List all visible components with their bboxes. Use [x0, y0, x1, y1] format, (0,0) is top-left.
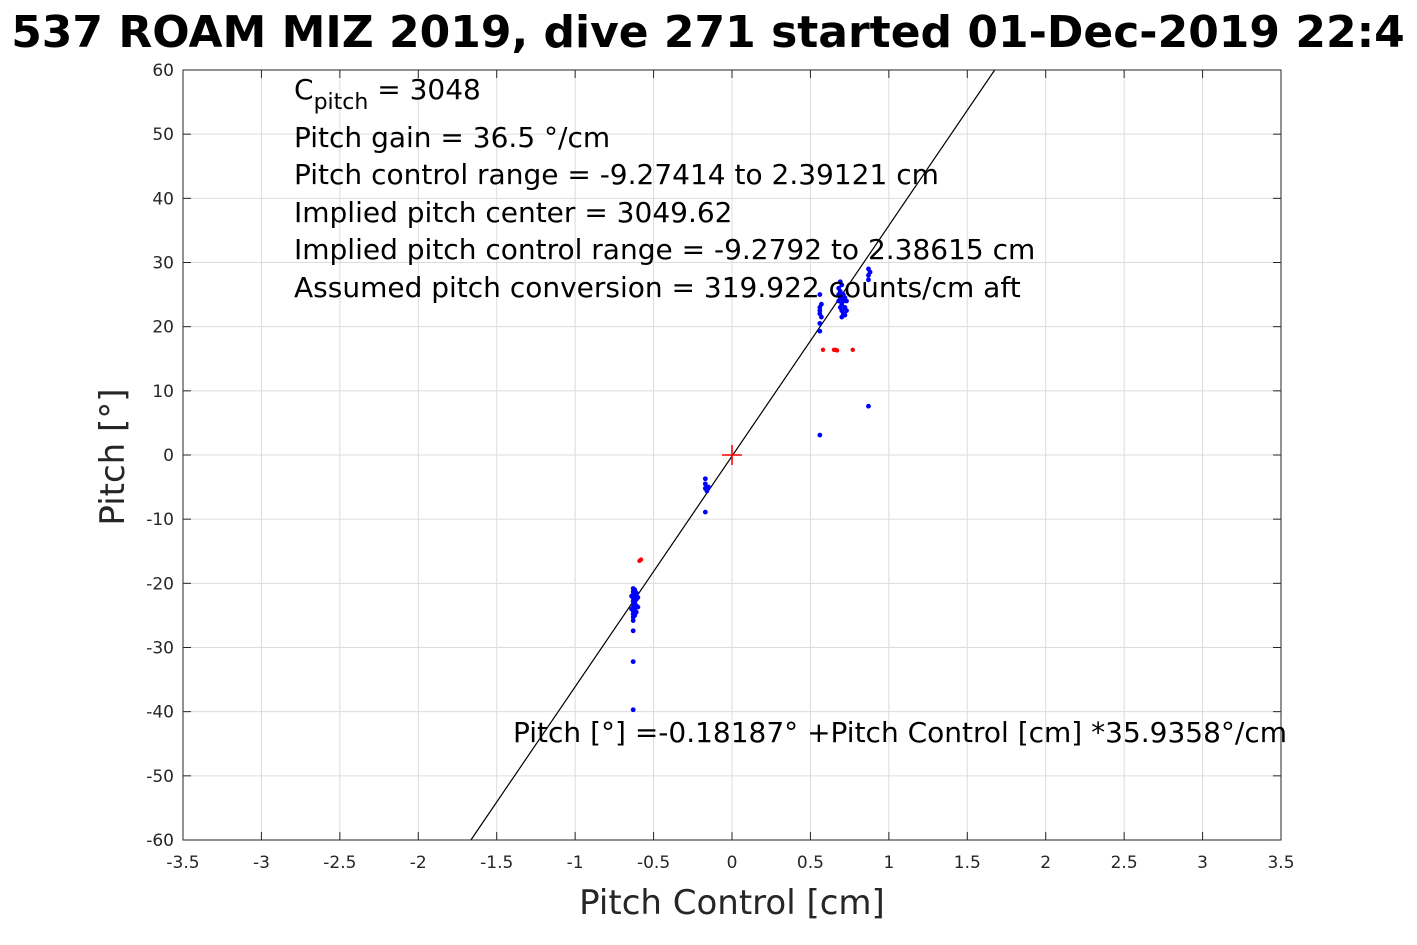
- x-axis-label: Pitch Control [cm]: [579, 883, 885, 923]
- x-tick-label: 3: [1197, 853, 1208, 873]
- data-point-blue: [817, 328, 823, 334]
- y-tick-label: 10: [152, 382, 174, 402]
- data-point-blue: [702, 476, 708, 482]
- x-tick-label: -2.5: [323, 853, 356, 873]
- y-tick-label: 40: [152, 189, 174, 209]
- y-tick-label: 20: [152, 318, 174, 338]
- data-point-blue: [704, 488, 710, 494]
- data-point-blue: [630, 707, 636, 713]
- data-point-blue: [837, 279, 843, 285]
- annotation-fit-equation: Pitch [°] =-0.18187° +Pitch Control [cm]…: [513, 716, 1287, 749]
- data-point-red: [850, 347, 855, 352]
- data-point-blue: [630, 659, 636, 665]
- data-point-red: [637, 558, 642, 564]
- grid: [182, 69, 1282, 841]
- data-point-blue: [817, 292, 823, 297]
- x-tick-label: 1: [883, 853, 894, 873]
- data-points: [629, 266, 873, 713]
- data-point-blue: [844, 308, 849, 314]
- annotation-cpitch: Cpitch = 3048: [294, 73, 481, 115]
- x-tick-label: -1: [567, 853, 584, 873]
- data-point-blue: [635, 604, 641, 610]
- y-tick-label: -30: [146, 639, 174, 659]
- x-tick-label: -0.5: [637, 853, 670, 873]
- annotation-cpitch-value: = 3048: [368, 73, 481, 106]
- y-tick-label: -60: [146, 831, 174, 851]
- data-point-blue: [819, 301, 824, 307]
- y-tick-label: 30: [152, 254, 174, 274]
- x-tick-label: 2.5: [1111, 853, 1138, 873]
- x-tick-label: -2: [410, 853, 427, 873]
- data-point-blue: [635, 595, 641, 600]
- data-point-blue: [702, 509, 708, 515]
- data-point-blue: [630, 628, 636, 634]
- y-tick-label: -50: [146, 767, 174, 787]
- x-tick-label: 2: [1040, 853, 1051, 873]
- x-tick-label: -3.5: [166, 853, 199, 873]
- data-point-blue: [819, 314, 824, 320]
- y-tick-label: 0: [163, 446, 174, 466]
- x-tick-label: 0.5: [797, 853, 824, 873]
- data-point-blue: [629, 593, 635, 599]
- data-point-blue: [706, 484, 711, 490]
- y-tick-label: -20: [146, 574, 174, 594]
- x-tick-label: -3: [253, 853, 270, 873]
- data-point-blue: [867, 269, 873, 275]
- y-tick-label: -40: [146, 703, 174, 723]
- annotation-pitch-control-range: Pitch control range = -9.27414 to 2.3912…: [294, 158, 939, 191]
- data-point-blue: [702, 481, 708, 487]
- data-point-red: [834, 348, 840, 353]
- center-marker-group: [722, 445, 742, 465]
- data-point-blue: [633, 609, 639, 615]
- x-tick-label: 0: [727, 853, 738, 873]
- data-point-blue: [817, 432, 823, 438]
- data-point-blue: [866, 277, 871, 283]
- data-point-blue: [866, 403, 871, 409]
- data-point-blue: [817, 321, 823, 326]
- y-axis-label: Pitch [°]: [93, 388, 133, 525]
- chart-title: 537 ROAM MIZ 2019, dive 271 started 01-D…: [11, 7, 1405, 58]
- annotation-implied-pitch-control-range: Implied pitch control range = -9.2792 to…: [294, 233, 1035, 266]
- annotation-cpitch-base: C: [294, 73, 314, 106]
- y-tick-label: 60: [152, 61, 174, 81]
- data-point-blue: [839, 314, 845, 320]
- annotation-pitch-gain: Pitch gain = 36.5 °/cm: [294, 121, 610, 154]
- annotation-assumed-pitch-conversion: Assumed pitch conversion = 319.922 count…: [294, 271, 1021, 304]
- axis-ticks: -3.5 -3 -2.5 -2 -1.5 -1 -0.5 0 0.5 1 1.5 2 2.5 3 3.5 -6…: [146, 61, 1294, 873]
- data-point-blue: [630, 618, 636, 623]
- data-point-blue: [837, 288, 843, 294]
- y-tick-label: 50: [152, 125, 174, 145]
- data-point-blue: [629, 606, 635, 612]
- data-point-blue: [844, 298, 849, 304]
- data-point-blue: [633, 590, 639, 596]
- x-tick-label: 1.5: [954, 853, 981, 873]
- annotation-cpitch-subscript: pitch: [314, 90, 369, 115]
- y-tick-label: -10: [146, 510, 174, 530]
- data-point-red: [820, 347, 826, 352]
- x-tick-label: -1.5: [480, 853, 513, 873]
- x-tick-label: 3.5: [1267, 853, 1294, 873]
- annotation-implied-pitch-center: Implied pitch center = 3049.62: [294, 196, 732, 229]
